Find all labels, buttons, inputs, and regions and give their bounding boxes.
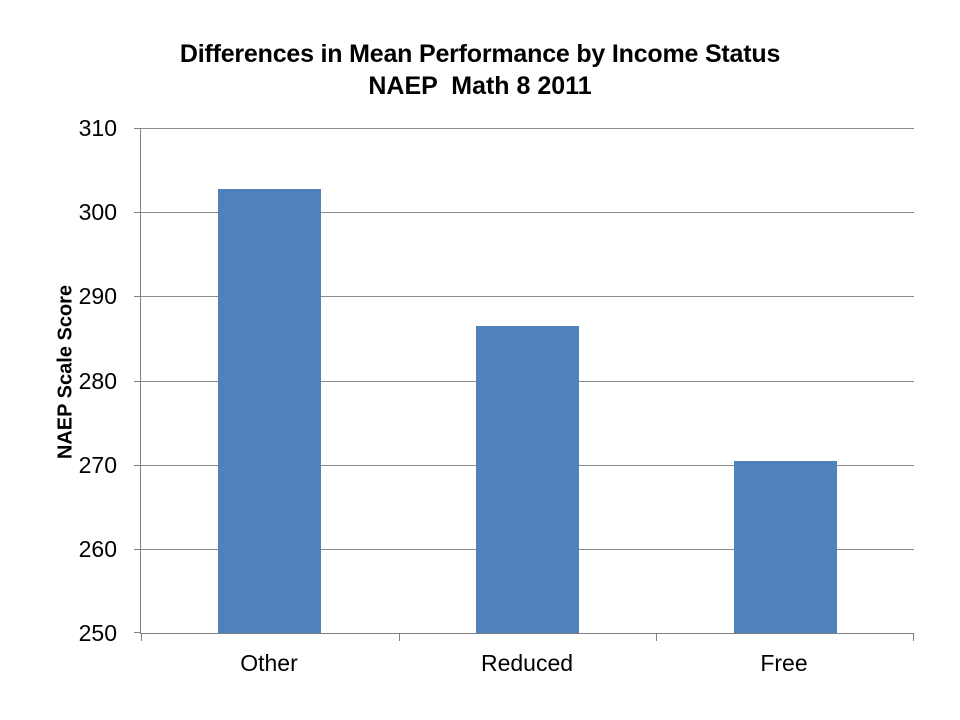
y-axis-tick-mark — [134, 296, 141, 298]
x-axis-tick-mark — [399, 634, 400, 641]
x-tick-label: Free — [760, 650, 808, 676]
x-axis-tick-mark — [656, 634, 657, 641]
y-axis-tick-mark — [134, 128, 141, 129]
y-axis-tick-mark — [134, 380, 141, 382]
gridline — [141, 212, 914, 214]
y-axis-tick-mark — [134, 548, 141, 550]
chart-title: Differences in Mean Performance by Incom… — [179, 40, 781, 68]
bar-reduced — [476, 326, 579, 633]
x-tick-label: Reduced — [480, 650, 574, 676]
y-tick-label: 270 — [78, 451, 117, 478]
y-axis-tick-mark — [134, 632, 141, 633]
y-tick-label: 290 — [78, 283, 117, 310]
chart-title-block: Differences in Mean Performance by Incom… — [0, 38, 960, 103]
y-tick-label: 300 — [78, 199, 117, 226]
y-tick-label: 260 — [78, 535, 117, 562]
y-axis-tick-mark — [134, 212, 141, 214]
y-tick-label: 280 — [78, 367, 117, 394]
bar-free — [734, 461, 837, 633]
bar-other — [218, 189, 321, 633]
x-tick-label: Other — [240, 650, 298, 676]
chart-subtitle: NAEP Math 8 2011 — [368, 72, 592, 100]
gridline — [141, 128, 914, 129]
gridline — [141, 296, 914, 298]
x-axis-tick-mark — [141, 634, 142, 641]
x-axis-tick-mark — [913, 634, 914, 641]
plot-area — [134, 128, 914, 641]
y-tick-label: 250 — [78, 620, 117, 646]
y-tick-label: 310 — [78, 115, 117, 141]
y-axis-tick-mark — [134, 464, 141, 466]
